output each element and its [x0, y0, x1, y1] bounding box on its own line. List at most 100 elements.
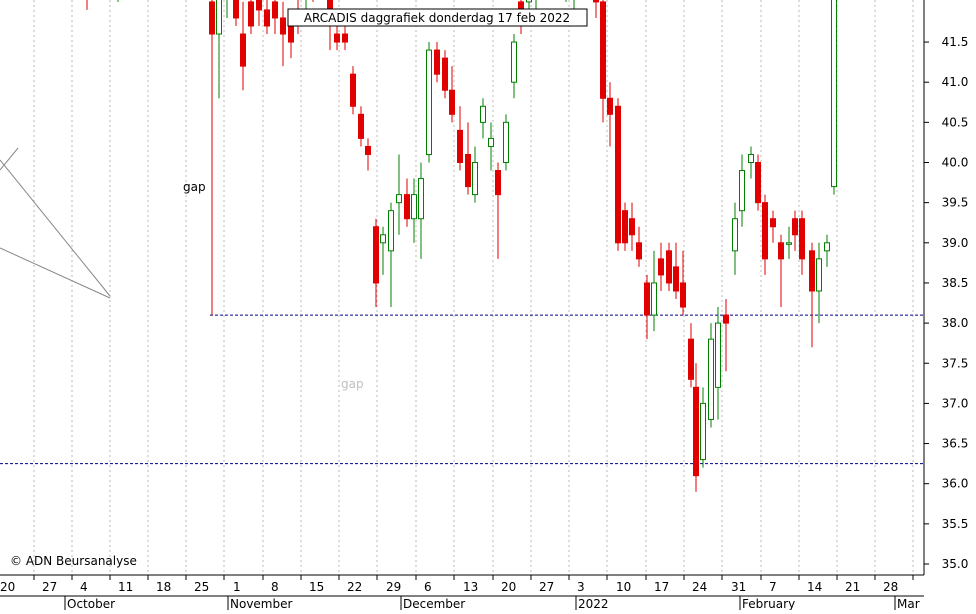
candle-body: [449, 89, 455, 115]
y-tick-label: 37.0: [942, 396, 969, 410]
candle-body: [418, 178, 424, 220]
candle-down: [615, 98, 621, 251]
candle-down: [442, 50, 448, 99]
candle-body: [658, 258, 664, 276]
candle-body: [280, 17, 286, 35]
candle-body: [526, 0, 532, 3]
candle-body: [503, 121, 509, 163]
candle-up: [816, 242, 822, 324]
candle-up: [700, 387, 706, 468]
candle-body: [256, 0, 262, 11]
trend-line: [0, 247, 111, 299]
candle-up: [715, 307, 721, 420]
annotation-gap-2: gap: [341, 377, 364, 391]
candle-down: [755, 154, 761, 211]
candle-body: [511, 41, 517, 83]
candle-down: [723, 299, 729, 372]
month-label: 2022: [578, 597, 609, 610]
candle-body: [373, 226, 379, 284]
candle-body: [666, 250, 672, 284]
candle-up: [708, 323, 714, 428]
candle-body: [755, 162, 761, 204]
candle-up: [117, 0, 119, 2]
candle-down: [449, 66, 455, 123]
candle-down: [248, 0, 254, 35]
candle-down: [809, 242, 815, 348]
candle-up: [824, 234, 830, 267]
candle-up: [831, 0, 837, 195]
x-tick-label: 27: [42, 580, 57, 594]
candle-body: [693, 386, 699, 477]
candle-body: [358, 113, 364, 139]
candle-up: [426, 42, 432, 163]
candle-up: [418, 162, 424, 259]
candle-body: [272, 1, 278, 19]
candle-down: [86, 0, 88, 10]
candle-body: [216, 0, 222, 35]
candle-up: [748, 146, 754, 179]
candle-up: [503, 114, 509, 171]
chart-title: ARCADIS daggrafiek donderdag 17 feb 2022: [287, 8, 588, 27]
candle-up: [535, 0, 537, 10]
candle-down: [644, 274, 650, 340]
candle-body: [622, 210, 628, 244]
x-tick-label: 13: [463, 580, 478, 594]
x-tick-label: 11: [118, 580, 133, 594]
x-tick-label: 27: [539, 580, 554, 594]
candle-body: [488, 137, 494, 147]
candle-body: [831, 0, 837, 188]
candle-body: [688, 338, 694, 380]
candle-down: [607, 82, 613, 147]
x-tick-label: 29: [386, 580, 401, 594]
candle-body: [680, 282, 686, 308]
candle-body: [723, 314, 729, 324]
candle-down: [209, 0, 215, 316]
candle-body: [404, 194, 410, 220]
title-box: [287, 8, 588, 27]
y-tick-label: 40.5: [942, 115, 969, 129]
candle-body: [396, 194, 402, 204]
candle-body: [342, 33, 348, 43]
trend-line: [0, 159, 111, 297]
candle-up: [226, 0, 228, 18]
x-tick-label: 8: [271, 580, 279, 594]
y-tick-label: 36.5: [942, 437, 969, 451]
candle-down: [495, 162, 501, 259]
candle-down: [272, 0, 278, 35]
candle-body: [824, 242, 830, 252]
x-tick-label: 18: [156, 580, 171, 594]
candle-body: [792, 218, 798, 236]
candle-down: [762, 194, 768, 275]
candle-body: [288, 25, 294, 43]
x-tick-label: 20: [0, 580, 15, 594]
candle-down: [256, 0, 262, 26]
candle-body: [799, 218, 805, 260]
horizontal-levels: [0, 147, 924, 465]
candle-up: [388, 202, 394, 308]
candle-down: [778, 234, 784, 308]
candle-up: [739, 154, 745, 227]
axes: [0, 0, 925, 597]
candle-up: [472, 146, 478, 203]
candle-body: [732, 218, 738, 252]
candle-down: [280, 1, 286, 67]
candle-down: [373, 218, 379, 308]
candle-body: [600, 1, 606, 99]
candle-body: [495, 170, 501, 196]
grid: [33, 0, 914, 575]
candle-body: [209, 1, 215, 35]
candle-body: [248, 1, 254, 27]
candle-body: [442, 57, 448, 91]
x-tick-label: 24: [692, 580, 707, 594]
candle-body: [748, 153, 754, 164]
candle-body: [434, 49, 440, 75]
candles: [86, 0, 837, 492]
y-tick-label: 41.0: [942, 75, 969, 89]
candle-down: [770, 210, 776, 243]
y-tick-label: 39.5: [942, 196, 969, 210]
candle-body: [715, 322, 721, 388]
candle-body: [673, 266, 679, 292]
trend-line: [0, 147, 19, 171]
candle-up: [732, 202, 738, 275]
